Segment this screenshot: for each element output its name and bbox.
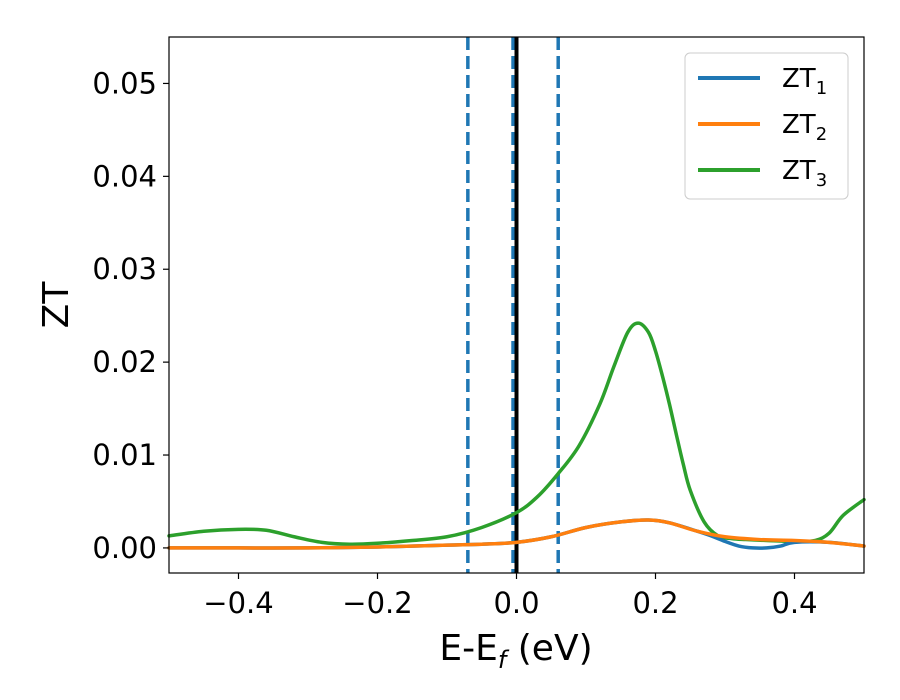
series-line-zt2 [167, 518, 866, 550]
y-tick-label: 0.03 [92, 252, 157, 286]
x-axis-ticks: −0.4 −0.2 0.0 0.2 0.4 [203, 573, 818, 620]
y-tick-label: 0.02 [92, 345, 157, 379]
series-lines [167, 321, 866, 550]
y-axis-ticks: 0.00 0.01 0.02 0.03 0.04 0.05 [92, 66, 169, 565]
x-tick-label: 0.4 [771, 586, 817, 620]
legend: ZT1 ZT2 ZT3 [684, 52, 849, 200]
y-tick-label: 0.00 [92, 531, 157, 565]
y-tick-label: 0.05 [92, 66, 157, 100]
x-axis-label-unit: (eV) [506, 628, 592, 669]
x-tick-label: 0.0 [493, 586, 539, 620]
y-tick-label: 0.01 [92, 438, 157, 472]
legend-box [684, 52, 849, 200]
x-tick-label: −0.2 [342, 586, 412, 620]
x-axis-label-base: E-E [439, 628, 497, 669]
legend-label-zt1: ZT1 [782, 64, 827, 99]
x-tick-label: 0.2 [632, 586, 678, 620]
x-tick-label: −0.4 [203, 586, 273, 620]
legend-items: ZT1 ZT2 ZT3 [698, 64, 827, 191]
legend-label-zt2: ZT2 [782, 110, 827, 145]
x-axis-label: E-Ef (eV) [439, 628, 592, 674]
y-axis-label: ZT [36, 281, 77, 329]
legend-label-zt3: ZT3 [782, 156, 827, 191]
vertical-reference-lines [466, 37, 560, 573]
y-tick-label: 0.04 [92, 159, 157, 193]
